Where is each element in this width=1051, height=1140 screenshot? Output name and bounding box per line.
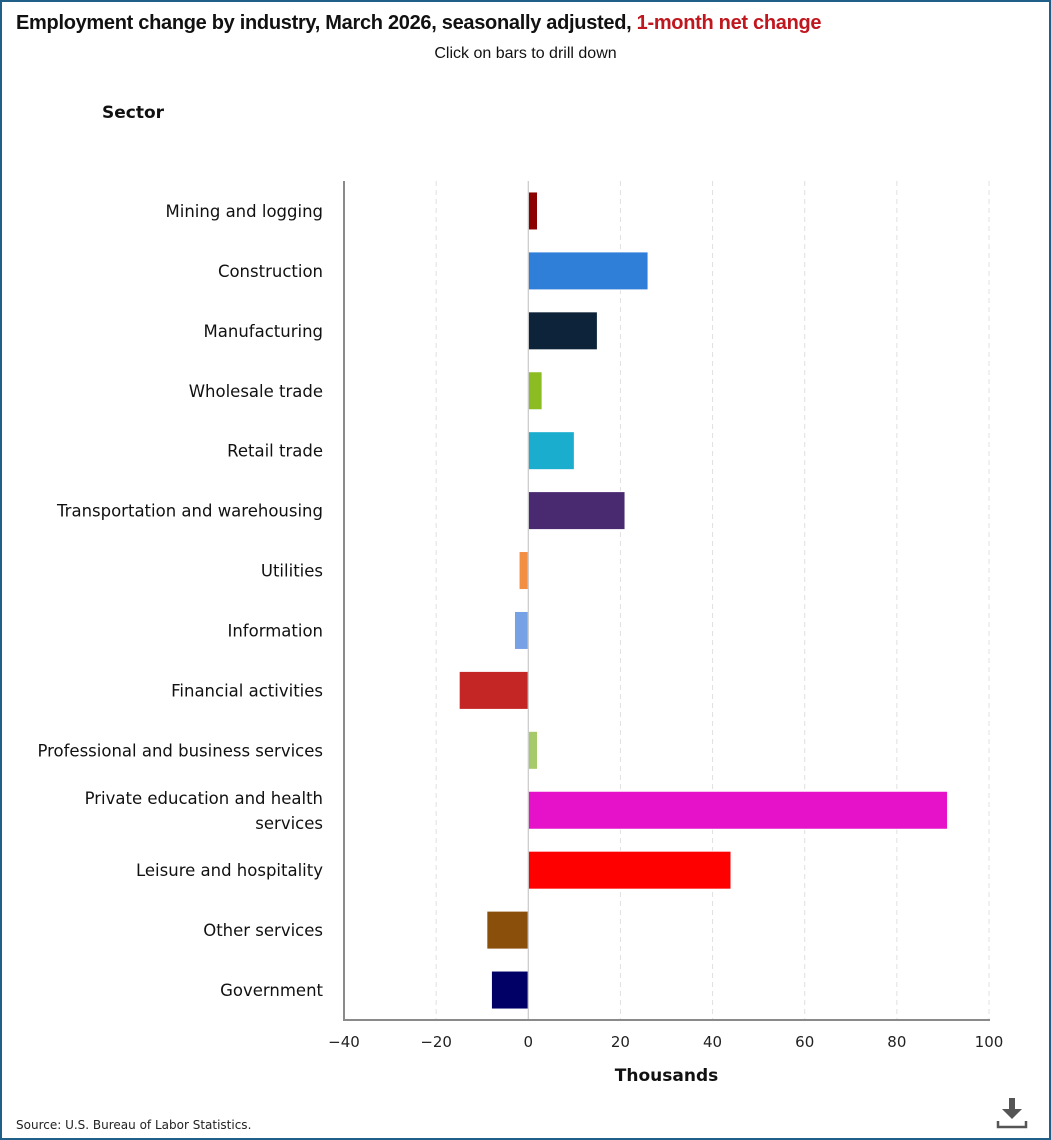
category-label: Financial activities (171, 681, 323, 700)
category-label: Information (227, 621, 323, 640)
category-label: Construction (218, 262, 323, 281)
category-label: Wholesale trade (189, 382, 323, 401)
bar-other-services[interactable] (486, 910, 529, 950)
category-labels: Mining and logging Construction Manufactur… (37, 202, 323, 1000)
download-button[interactable] (996, 1096, 1028, 1130)
chart-title-accent: 1-month net change (636, 12, 822, 34)
bar-utilities[interactable] (518, 551, 529, 591)
bar-professional-and-business-services[interactable] (527, 730, 538, 770)
category-label: services (255, 814, 323, 833)
category-label: Retail trade (227, 442, 323, 461)
chart-subtitle: Click on bars to drill down (434, 45, 617, 62)
bar-information[interactable] (513, 610, 529, 650)
x-axis-title: Thousands (615, 1066, 718, 1086)
category-label: Manufacturing (204, 322, 323, 341)
x-tick-label: −20 (420, 1033, 452, 1051)
category-label: Utilities (261, 562, 323, 581)
category-label: Transportation and warehousing (56, 502, 323, 521)
grid-lines (435, 181, 990, 1020)
bar-construction[interactable] (527, 251, 649, 291)
y-axis-title: Sector (102, 103, 165, 123)
category-label: Other services (203, 921, 323, 940)
bar-manufacturing[interactable] (527, 311, 598, 351)
x-tick-label: 0 (524, 1033, 534, 1051)
x-tick-label: 20 (611, 1033, 630, 1051)
download-icon (996, 1098, 1028, 1129)
axes (343, 181, 990, 1021)
x-tick-label: −40 (328, 1033, 360, 1051)
bar-retail-trade[interactable] (527, 431, 575, 471)
category-label: Private education and health (85, 789, 323, 808)
bars (458, 191, 949, 1010)
bar-wholesale-trade[interactable] (527, 371, 543, 411)
bar-government[interactable] (490, 970, 529, 1010)
bar-leisure-and-hospitality[interactable] (527, 850, 732, 890)
chart-title-main: Employment change by industry, March 202… (16, 12, 637, 34)
category-label: Leisure and hospitality (136, 861, 323, 880)
category-label: Mining and logging (166, 202, 323, 221)
category-label: Government (220, 981, 323, 1000)
tick-labels: −40 −20 0 20 40 60 80 100 (328, 1033, 1003, 1051)
x-tick-label: 80 (887, 1033, 906, 1051)
bar-financial-activities[interactable] (458, 670, 529, 710)
x-tick-label: 100 (975, 1033, 1004, 1051)
bar-transportation-and-warehousing[interactable] (527, 491, 626, 531)
source-note: Source: U.S. Bureau of Labor Statistics. (16, 1118, 252, 1132)
bar-private-education-and-health-services[interactable] (527, 790, 949, 830)
bar-mining-and-logging[interactable] (527, 191, 538, 231)
x-tick-label: 40 (703, 1033, 722, 1051)
x-tick-label: 60 (795, 1033, 814, 1051)
chart-title: Employment change by industry, March 202… (16, 12, 822, 35)
category-label: Professional and business services (37, 741, 323, 760)
